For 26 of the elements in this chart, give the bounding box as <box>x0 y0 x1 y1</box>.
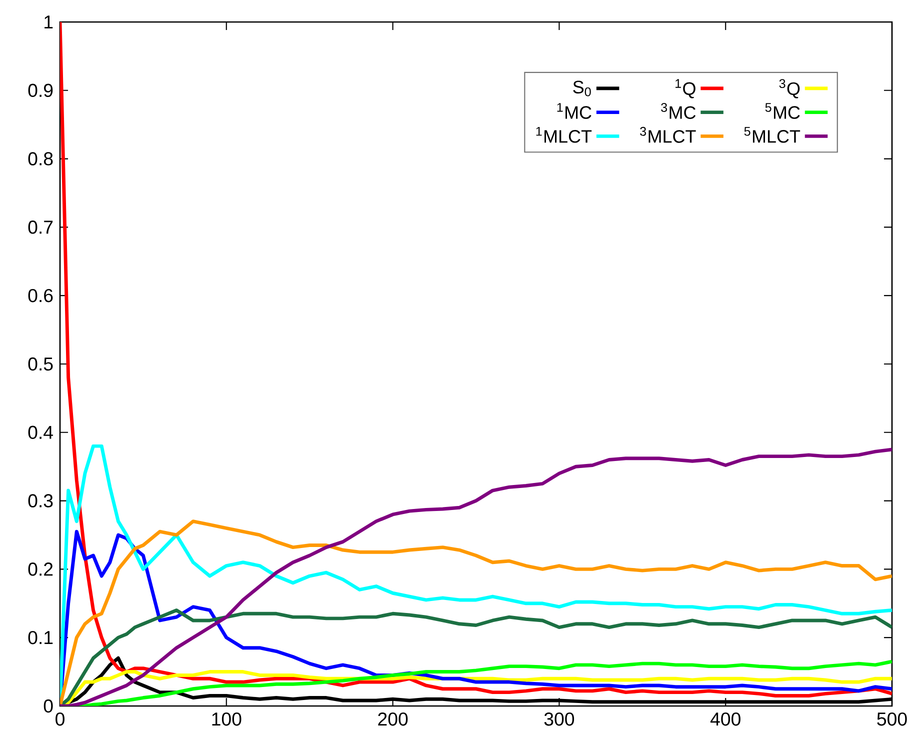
legend-label: $^{5}$MLCT <box>744 126 800 143</box>
y-tick-label: 1 <box>44 16 53 28</box>
y-tick-label: 0 <box>44 699 53 713</box>
y-tick-label: 0.7 <box>28 220 53 234</box>
y-tick-label: 0.9 <box>28 84 53 97</box>
legend-label: $^{1}$MLCT <box>536 126 592 143</box>
x-tick-label: 100 <box>212 712 242 726</box>
y-tick-label: 0.4 <box>28 426 53 439</box>
y-tick-label: 0.1 <box>28 630 53 644</box>
y-tick-label: 0.8 <box>28 152 53 166</box>
legend-label: $^{3}$MLCT <box>640 126 696 143</box>
y-tick-label: 0.3 <box>28 494 53 508</box>
legend-label: $^{1}$MC <box>557 103 592 119</box>
legend-label: S$_{0}$ <box>573 80 591 96</box>
y-tick-label: 0.2 <box>28 562 53 576</box>
legend-label: $^{1}$Q <box>676 79 696 98</box>
legend-label: $^{3}$Q <box>779 79 800 98</box>
legend-label: $^{5}$MC <box>765 103 800 119</box>
x-tick-label: 300 <box>544 712 574 726</box>
x-tick-label: 200 <box>378 712 408 726</box>
y-tick-label: 0.6 <box>28 288 53 302</box>
y-tick-label: 0.5 <box>28 357 53 371</box>
legend-label: $^{3}$MC <box>661 103 696 119</box>
x-tick-label: 0 <box>56 712 64 726</box>
x-tick-label: 400 <box>710 712 740 726</box>
x-tick-label: 500 <box>877 712 907 726</box>
